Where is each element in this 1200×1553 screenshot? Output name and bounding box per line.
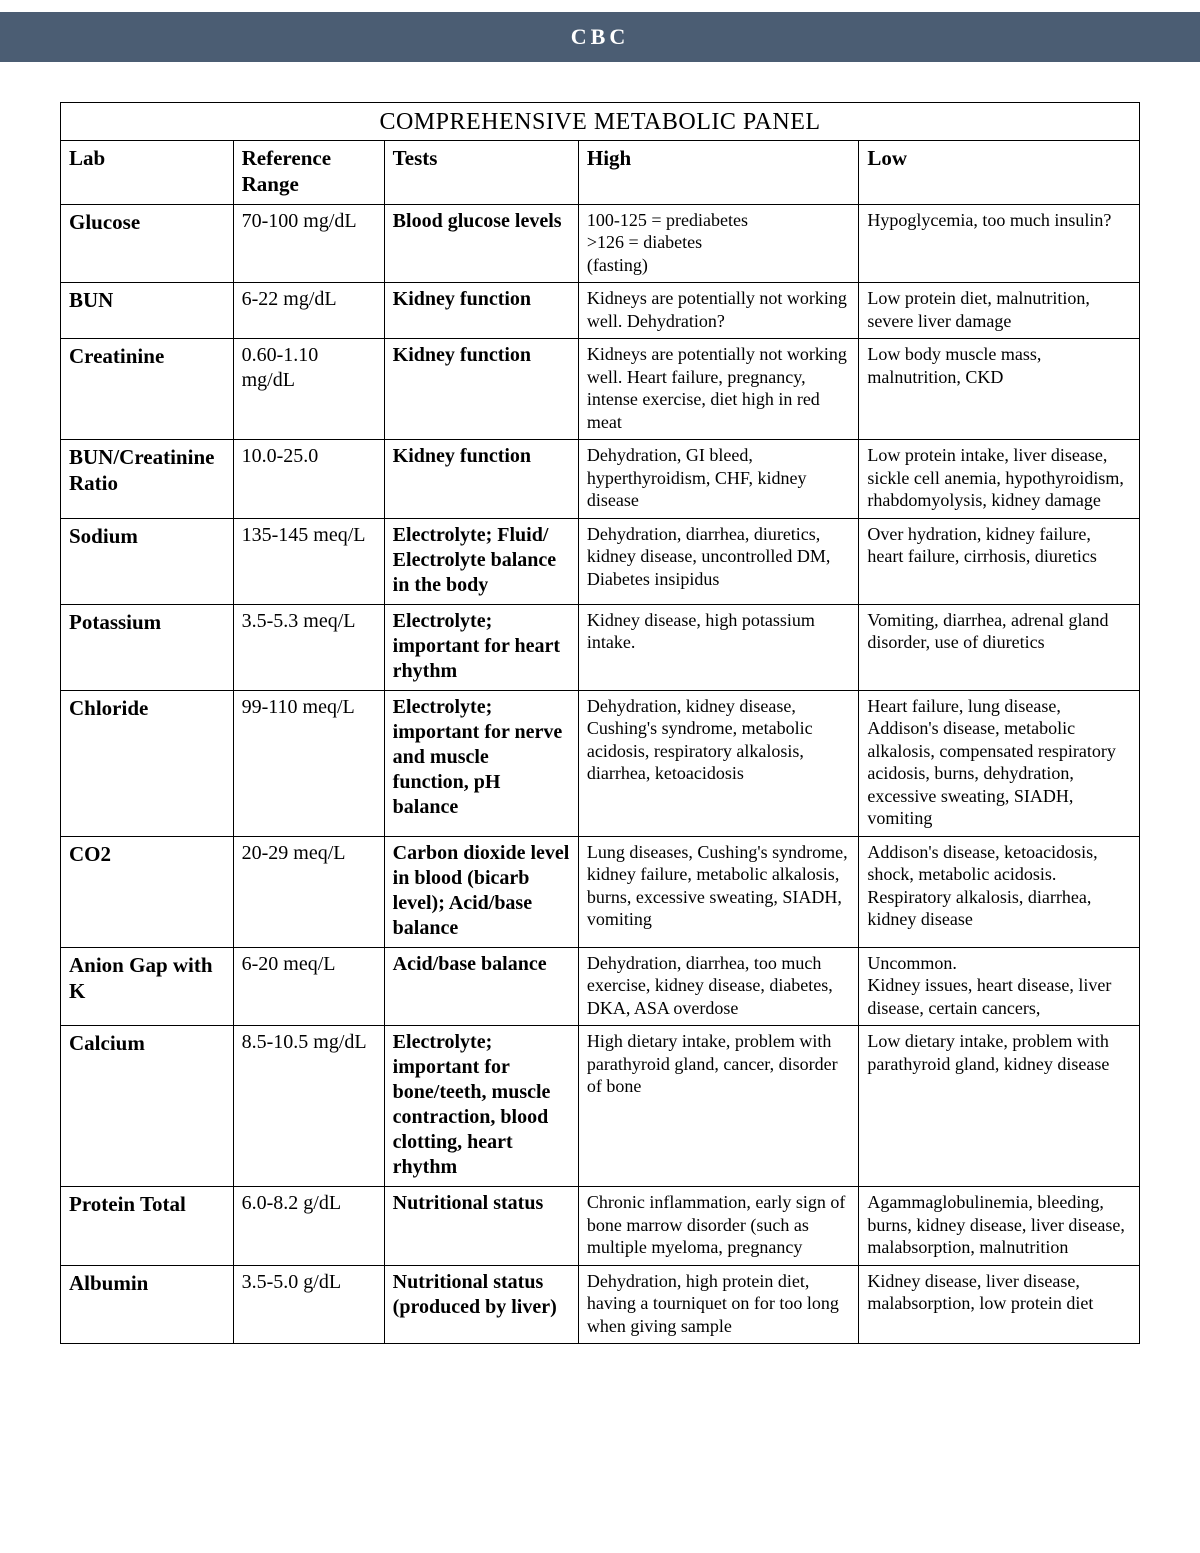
cell-lab: CO2 [61,836,234,947]
cell-range: 10.0-25.0 [233,440,384,519]
cell-low: Low body muscle mass, malnutrition, CKD [859,339,1140,440]
cell-tests: Electrolyte; Fluid/ Electrolyte balance … [384,518,578,604]
table-caption: COMPREHENSIVE METABOLIC PANEL [60,102,1140,140]
col-header-high: High [578,141,859,205]
cell-lab: Albumin [61,1265,234,1344]
page-header-band: CBC [0,12,1200,62]
col-header-lab: Lab [61,141,234,205]
cell-high: Dehydration, diarrhea, diuretics, kidney… [578,518,859,604]
cell-low: Low dietary intake, problem with parathy… [859,1026,1140,1187]
table-row: Potassium3.5-5.3 meq/LElectrolyte; impor… [61,604,1140,690]
cell-low: Agammaglobulinemia, bleeding, burns, kid… [859,1187,1140,1266]
table-row: Chloride99-110 meq/LElectrolyte; importa… [61,690,1140,836]
cell-tests: Electrolyte; important for heart rhythm [384,604,578,690]
cell-low: Kidney disease, liver disease, malabsorp… [859,1265,1140,1344]
cell-tests: Blood glucose levels [384,204,578,283]
cell-range: 135-145 meq/L [233,518,384,604]
cell-high: Kidneys are potentially not working well… [578,339,859,440]
cell-high: High dietary intake, problem with parath… [578,1026,859,1187]
cell-lab: BUN [61,283,234,339]
cell-range: 8.5-10.5 mg/dL [233,1026,384,1187]
cell-lab: Sodium [61,518,234,604]
cell-high: Dehydration, kidney disease, Cushing's s… [578,690,859,836]
cell-tests: Kidney function [384,339,578,440]
cell-high: Chronic inflammation, early sign of bone… [578,1187,859,1266]
cell-tests: Electrolyte; important for nerve and mus… [384,690,578,836]
cell-tests: Kidney function [384,283,578,339]
cell-range: 3.5-5.3 meq/L [233,604,384,690]
page-content: COMPREHENSIVE METABOLIC PANEL Lab Refere… [0,62,1200,1404]
table-row: CO220-29 meq/LCarbon dioxide level in bl… [61,836,1140,947]
cell-lab: Glucose [61,204,234,283]
cmp-table: COMPREHENSIVE METABOLIC PANEL Lab Refere… [60,102,1140,1344]
cell-range: 99-110 meq/L [233,690,384,836]
col-header-range: Reference Range [233,141,384,205]
table-body: Glucose70-100 mg/dLBlood glucose levels1… [61,204,1140,1344]
table-row: BUN/Creatinine Ratio10.0-25.0Kidney func… [61,440,1140,519]
col-header-tests: Tests [384,141,578,205]
cell-low: Vomiting, diarrhea, adrenal gland disord… [859,604,1140,690]
cell-range: 20-29 meq/L [233,836,384,947]
table-header-row: Lab Reference Range Tests High Low [61,141,1140,205]
cell-range: 3.5-5.0 g/dL [233,1265,384,1344]
cell-tests: Kidney function [384,440,578,519]
cell-high: Kidneys are potentially not working well… [578,283,859,339]
cell-low: Uncommon. Kidney issues, heart disease, … [859,947,1140,1026]
table-row: Protein Total6.0-8.2 g/dLNutritional sta… [61,1187,1140,1266]
cell-high: Dehydration, GI bleed, hyperthyroidism, … [578,440,859,519]
cell-low: Addison's disease, ketoacidosis, shock, … [859,836,1140,947]
cell-high: Lung diseases, Cushing's syndrome, kidne… [578,836,859,947]
table-row: Calcium8.5-10.5 mg/dLElectrolyte; import… [61,1026,1140,1187]
table-row: BUN6-22 mg/dLKidney functionKidneys are … [61,283,1140,339]
cell-tests: Acid/base balance [384,947,578,1026]
cell-lab: Calcium [61,1026,234,1187]
cell-range: 0.60-1.10 mg/dL [233,339,384,440]
cell-range: 6-22 mg/dL [233,283,384,339]
cell-low: Low protein intake, liver disease, sickl… [859,440,1140,519]
cell-range: 70-100 mg/dL [233,204,384,283]
cell-high: Dehydration, diarrhea, too much exercise… [578,947,859,1026]
cell-tests: Nutritional status [384,1187,578,1266]
table-row: Creatinine0.60-1.10 mg/dLKidney function… [61,339,1140,440]
table-row: Sodium135-145 meq/LElectrolyte; Fluid/ E… [61,518,1140,604]
cell-lab: Anion Gap with K [61,947,234,1026]
cell-lab: Creatinine [61,339,234,440]
cell-high: 100-125 = prediabetes >126 = diabetes (f… [578,204,859,283]
page-header-title: CBC [571,24,629,49]
cell-range: 6-20 meq/L [233,947,384,1026]
cell-lab: Chloride [61,690,234,836]
cell-low: Hypoglycemia, too much insulin? [859,204,1140,283]
cell-high: Kidney disease, high potassium intake. [578,604,859,690]
cell-tests: Carbon dioxide level in blood (bicarb le… [384,836,578,947]
cell-range: 6.0-8.2 g/dL [233,1187,384,1266]
table-row: Albumin3.5-5.0 g/dLNutritional status (p… [61,1265,1140,1344]
cell-tests: Nutritional status (produced by liver) [384,1265,578,1344]
cell-high: Dehydration, high protein diet, having a… [578,1265,859,1344]
cell-tests: Electrolyte; important for bone/teeth, m… [384,1026,578,1187]
cell-low: Low protein diet, malnutrition, severe l… [859,283,1140,339]
cell-low: Heart failure, lung disease, Addison's d… [859,690,1140,836]
cell-lab: Protein Total [61,1187,234,1266]
table-row: Glucose70-100 mg/dLBlood glucose levels1… [61,204,1140,283]
table-row: Anion Gap with K6-20 meq/LAcid/base bala… [61,947,1140,1026]
col-header-low: Low [859,141,1140,205]
cell-lab: Potassium [61,604,234,690]
cell-lab: BUN/Creatinine Ratio [61,440,234,519]
cell-low: Over hydration, kidney failure, heart fa… [859,518,1140,604]
